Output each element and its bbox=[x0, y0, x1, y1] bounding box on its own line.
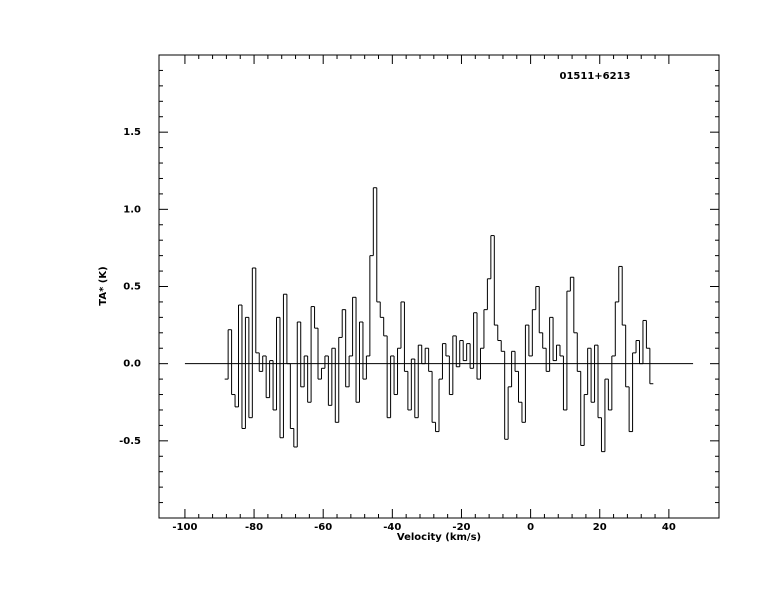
spectrum-connector bbox=[227, 187, 651, 452]
plot-frame bbox=[158, 54, 720, 519]
x-tick-label: -60 bbox=[314, 522, 332, 533]
x-tick-label: 0 bbox=[527, 522, 534, 533]
x-tick-label: -40 bbox=[383, 522, 401, 533]
x-tick-label: 20 bbox=[593, 522, 607, 533]
annotation: 01511+6213 bbox=[559, 71, 630, 82]
y-tick-label: 1.0 bbox=[123, 204, 141, 215]
y-tick-label: 0.5 bbox=[123, 282, 141, 293]
y-tick-label: 0.0 bbox=[123, 359, 141, 370]
y-tick-label: -0.5 bbox=[119, 436, 141, 447]
x-axis-label: Velocity (km/s) bbox=[397, 532, 481, 543]
y-tick-label: 1.5 bbox=[123, 127, 141, 138]
x-tick-label: 40 bbox=[662, 522, 676, 533]
y-axis-label: TA* (K) bbox=[98, 266, 109, 305]
x-tick-label: -100 bbox=[172, 522, 197, 533]
x-tick-label: -20 bbox=[452, 522, 470, 533]
x-tick-label: -80 bbox=[245, 522, 263, 533]
